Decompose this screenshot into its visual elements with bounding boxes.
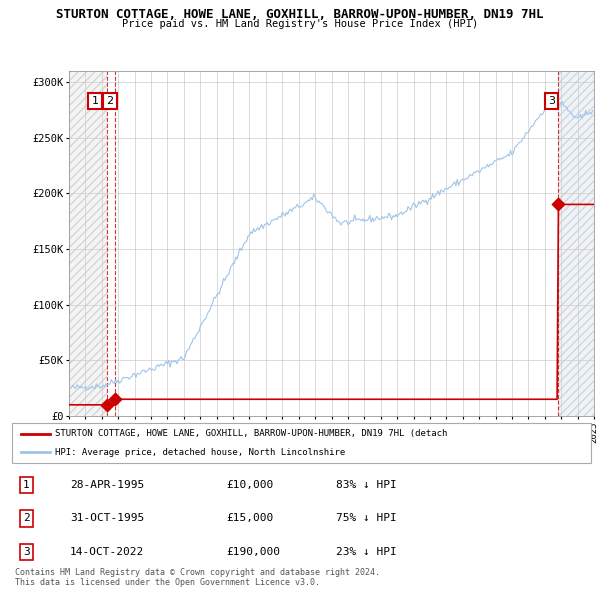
Text: 3: 3 xyxy=(548,96,555,106)
Text: Contains HM Land Registry data © Crown copyright and database right 2024.: Contains HM Land Registry data © Crown c… xyxy=(15,568,380,577)
Polygon shape xyxy=(69,71,107,416)
Text: 1: 1 xyxy=(92,96,99,106)
Text: 83% ↓ HPI: 83% ↓ HPI xyxy=(336,480,397,490)
Text: £15,000: £15,000 xyxy=(226,513,274,523)
Text: 2: 2 xyxy=(23,513,30,523)
Text: £10,000: £10,000 xyxy=(226,480,274,490)
Text: 3: 3 xyxy=(23,548,30,558)
Text: 1: 1 xyxy=(23,480,30,490)
Point xyxy=(110,395,120,404)
Text: 28-APR-1995: 28-APR-1995 xyxy=(70,480,144,490)
Text: 2: 2 xyxy=(106,96,113,106)
Text: STURTON COTTAGE, HOWE LANE, GOXHILL, BARROW-UPON-HUMBER, DN19 7HL (detach: STURTON COTTAGE, HOWE LANE, GOXHILL, BAR… xyxy=(55,430,448,438)
Text: Price paid vs. HM Land Registry's House Price Index (HPI): Price paid vs. HM Land Registry's House … xyxy=(122,19,478,30)
Text: 31-OCT-1995: 31-OCT-1995 xyxy=(70,513,144,523)
Text: 23% ↓ HPI: 23% ↓ HPI xyxy=(336,548,397,558)
Point xyxy=(553,199,563,209)
Text: STURTON COTTAGE, HOWE LANE, GOXHILL, BARROW-UPON-HUMBER, DN19 7HL: STURTON COTTAGE, HOWE LANE, GOXHILL, BAR… xyxy=(56,8,544,21)
Point xyxy=(102,400,112,409)
FancyBboxPatch shape xyxy=(12,423,591,463)
Text: 75% ↓ HPI: 75% ↓ HPI xyxy=(336,513,397,523)
Text: £190,000: £190,000 xyxy=(226,548,280,558)
Text: This data is licensed under the Open Government Licence v3.0.: This data is licensed under the Open Gov… xyxy=(15,578,320,587)
Text: 14-OCT-2022: 14-OCT-2022 xyxy=(70,548,144,558)
Text: HPI: Average price, detached house, North Lincolnshire: HPI: Average price, detached house, Nort… xyxy=(55,448,346,457)
Polygon shape xyxy=(558,71,594,416)
